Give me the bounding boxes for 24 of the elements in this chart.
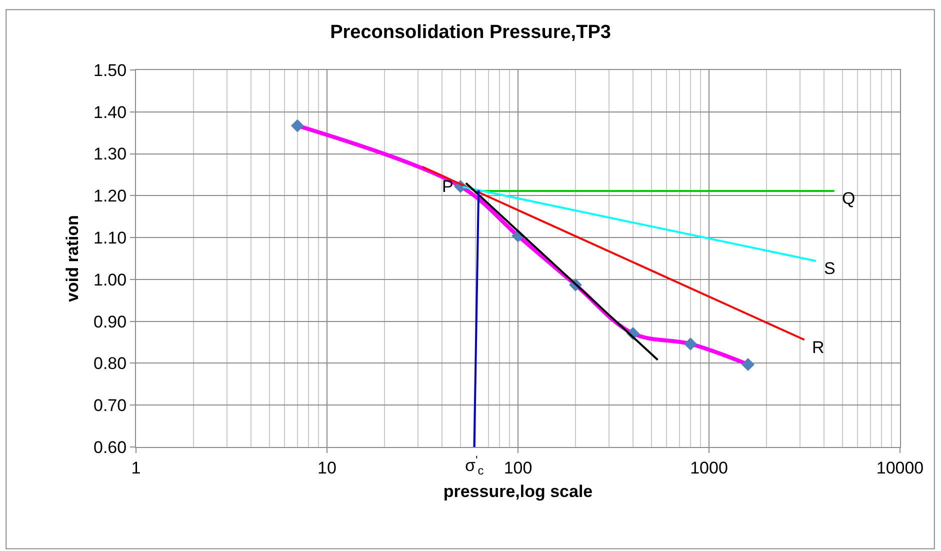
x-tick-label: 1 [131,458,141,478]
annotation: P [442,177,454,196]
y-tick-label: 1.10 [94,228,127,248]
x-tick-label: 10 [318,458,336,478]
x-tick-label: 100 [504,458,532,478]
y-tick-label: 1.50 [94,60,127,80]
y-tick-label: 0.70 [94,396,127,416]
chart-title: Preconsolidation Pressure,TP3 [330,22,611,44]
series-label: Q [842,189,856,208]
y-tick-label: 1.40 [94,102,127,122]
series-label: S [824,259,836,278]
x-tick-label: 1000 [690,458,728,478]
x-tick-label: 10000 [876,458,924,478]
point [684,337,697,350]
y-tick-label: 1.00 [94,270,127,290]
x-axis-title: pressure,log scale [443,482,593,501]
point [741,358,754,371]
y-tick-label: 1.30 [94,144,127,164]
series-label: R [812,338,824,357]
y-axis-title: void ration [63,215,82,302]
y-tick-label: 0.80 [94,354,127,374]
y-tick-label: 0.60 [94,438,127,457]
y-tick-label: 1.20 [94,186,127,206]
y-tick-label: 0.90 [94,312,127,332]
